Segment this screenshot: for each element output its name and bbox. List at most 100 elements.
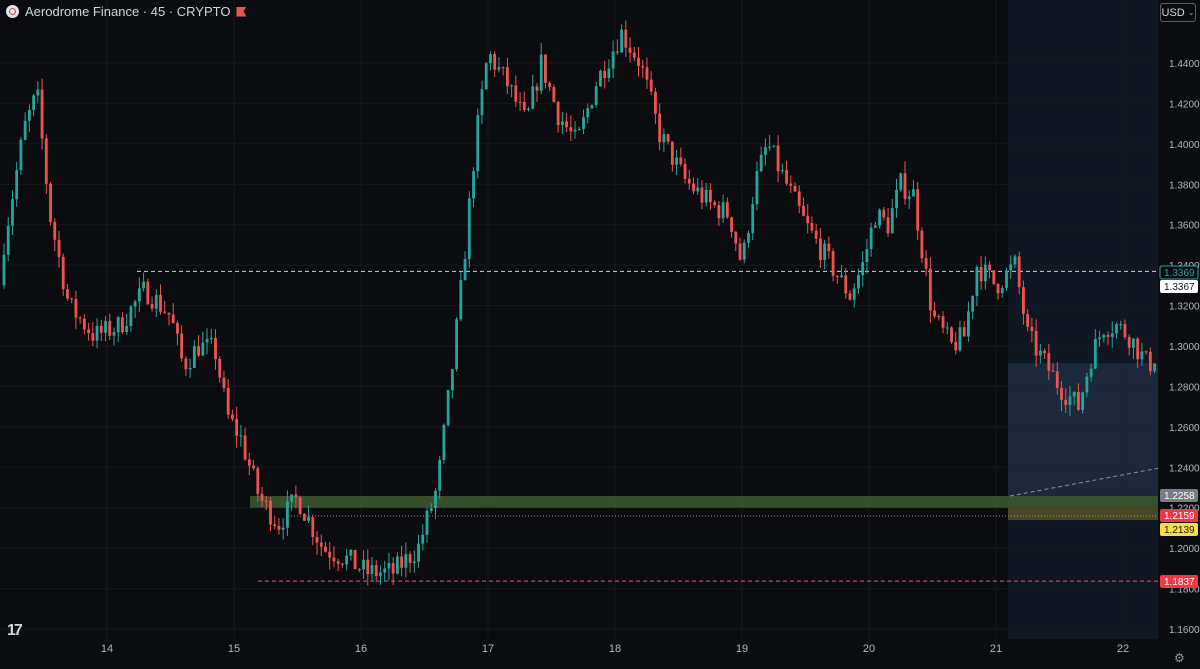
price-tick-label: 1.4400 (1169, 59, 1200, 70)
time-tick-label: 19 (736, 643, 748, 655)
candle-body (886, 217, 890, 234)
candle-body (400, 556, 404, 568)
candle-body (387, 563, 391, 569)
price-label-text: 1.3367 (1164, 282, 1195, 293)
candle-body (979, 266, 983, 282)
time-axis-background (0, 639, 1158, 669)
candle-body (971, 295, 975, 312)
candle-body (442, 424, 446, 460)
price-label-box (1159, 265, 1199, 280)
candle-body (214, 338, 217, 360)
candle-body (1102, 334, 1106, 338)
candle-body (408, 554, 412, 563)
candle-body (1068, 396, 1072, 405)
candle-body (852, 288, 856, 300)
candle-body (916, 189, 920, 231)
candle-body (988, 264, 991, 271)
candle-body (1106, 334, 1110, 337)
symbol-title[interactable]: Aerodrome Finance · 45 · CRYPTO (25, 4, 231, 19)
candle-body (366, 559, 370, 574)
candle-body (823, 243, 827, 260)
candle-body (713, 202, 717, 206)
candle-body (890, 208, 894, 234)
candle-body (903, 173, 907, 199)
candle-body (99, 325, 103, 333)
candle-body (349, 549, 353, 556)
candle-body (319, 542, 323, 547)
candle-body (696, 187, 700, 192)
candle-body (133, 301, 137, 307)
candle-body (569, 127, 573, 132)
candle-body (840, 275, 843, 277)
settings-gear-icon[interactable]: ⚙ (1174, 651, 1185, 665)
candle-body (1148, 351, 1152, 372)
candle-body (1132, 338, 1135, 348)
price-levels (137, 270, 1158, 582)
candle-body (954, 342, 958, 351)
time-tick-label: 17 (482, 643, 494, 655)
candle-body (717, 205, 721, 219)
candle-body (125, 326, 129, 333)
candle-body (391, 563, 395, 574)
candle-body (472, 171, 475, 199)
candle-body (607, 68, 611, 78)
price-tick-label: 1.2400 (1169, 463, 1200, 474)
time-tick-label: 21 (990, 643, 1002, 655)
candle-body (421, 534, 425, 544)
candle-body (687, 178, 691, 184)
symbol-header[interactable]: Aerodrome Finance · 45 · CRYPTO (6, 4, 247, 19)
currency-selector[interactable]: USD ⌄ (1160, 3, 1196, 22)
candle-body (357, 569, 361, 571)
candle-body (264, 500, 268, 502)
price-tick-label: 1.2800 (1169, 382, 1200, 393)
candle-body (497, 67, 501, 70)
candle-body (1093, 339, 1097, 369)
candle-body (1047, 353, 1051, 371)
candle-body (1030, 326, 1034, 332)
candle-body (873, 225, 877, 228)
flag-icon[interactable] (236, 6, 247, 17)
candle-body (121, 317, 124, 333)
time-tick-label: 22 (1117, 643, 1129, 655)
candle-body (239, 435, 243, 437)
candle-body (290, 494, 294, 502)
aerodrome-logo-icon (6, 5, 19, 18)
candle-body (734, 231, 738, 244)
candle-body (231, 414, 234, 419)
candle-body (501, 67, 505, 69)
candle-body (40, 89, 44, 139)
tradingview-logo-icon[interactable]: 17 (7, 622, 23, 639)
candle-body (404, 554, 408, 568)
candle-body (907, 196, 911, 199)
price-axis[interactable]: 1.44001.42001.40001.38001.36001.34001.32… (1158, 0, 1200, 669)
candle-body (962, 327, 966, 337)
candle-body (768, 146, 772, 148)
price-label-text: 1.1837 (1164, 577, 1195, 588)
candle-body (91, 333, 95, 341)
candle-body (505, 67, 509, 87)
time-axis[interactable]: 14 15 16 17 18 19 20 21 22 (0, 639, 1158, 669)
candle-body (412, 561, 416, 563)
candle-body (53, 221, 57, 240)
time-tick-label: 18 (609, 643, 621, 655)
candle-body (958, 327, 962, 351)
candle-body (36, 89, 40, 96)
candle-body (417, 543, 420, 562)
candle-body (218, 359, 222, 378)
entry-zone (1008, 507, 1158, 521)
candle-body (15, 170, 19, 200)
candle-body (772, 145, 776, 147)
candle-body (142, 281, 145, 289)
candle-body (535, 86, 539, 91)
candle-body (818, 238, 822, 260)
time-tick-label: 14 (101, 643, 113, 655)
candle-body (924, 258, 928, 269)
candle-body (1005, 270, 1008, 288)
candle-body (243, 435, 247, 460)
candle-body (49, 183, 52, 222)
candle-body (704, 189, 708, 203)
candle-body (573, 129, 577, 132)
candle-body (281, 527, 285, 530)
